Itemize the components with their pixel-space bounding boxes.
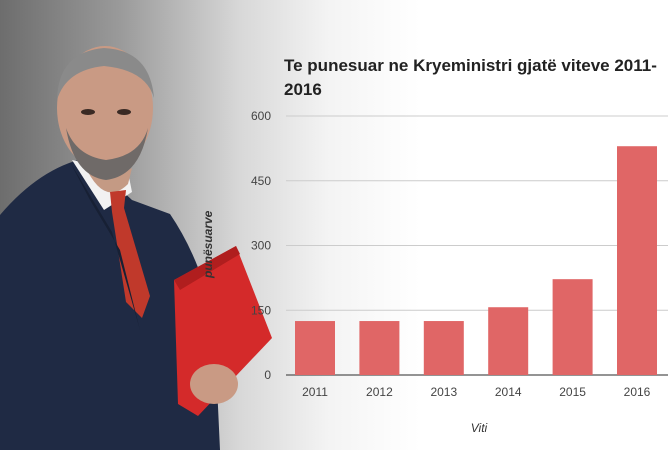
red-folder-edge xyxy=(174,246,240,290)
x-tick-label: 2011 xyxy=(302,385,328,399)
politician-photo xyxy=(0,46,272,450)
x-tick-labels: 2011 2012 2013 2014 2015 2016 xyxy=(302,385,651,399)
suit xyxy=(0,158,220,450)
left-eye xyxy=(81,109,95,115)
head xyxy=(57,46,153,170)
y-tick-label: 150 xyxy=(251,303,271,317)
y-tick-label: 300 xyxy=(251,239,271,253)
bar-2012 xyxy=(359,321,400,375)
y-tick-label: 600 xyxy=(251,109,271,123)
beard xyxy=(66,128,148,180)
bar-2015 xyxy=(552,279,593,375)
gridlines xyxy=(286,115,668,376)
bars xyxy=(295,146,657,375)
bar-2011 xyxy=(295,321,335,375)
y-tick-label: 450 xyxy=(251,174,271,188)
x-tick-label: 2012 xyxy=(366,385,393,399)
bar-2016 xyxy=(617,146,657,375)
y-tick-labels: 0 150 300 450 600 xyxy=(251,109,271,382)
bar-2013 xyxy=(423,321,464,375)
x-tick-label: 2016 xyxy=(624,385,651,399)
tie xyxy=(110,190,150,318)
y-tick-label: 0 xyxy=(264,368,271,382)
x-tick-label: 2013 xyxy=(430,385,457,399)
y-axis-label: punësuarve xyxy=(201,210,215,279)
chart-title: Te punesuar ne Kryeministri gjatë viteve… xyxy=(284,56,657,99)
bar-2014 xyxy=(488,307,529,375)
hand xyxy=(190,364,238,404)
right-eye xyxy=(117,109,131,115)
x-tick-label: 2014 xyxy=(495,385,522,399)
x-axis-label: Viti xyxy=(471,421,488,435)
neck xyxy=(82,140,132,193)
x-tick-label: 2015 xyxy=(559,385,586,399)
hair xyxy=(57,48,154,100)
